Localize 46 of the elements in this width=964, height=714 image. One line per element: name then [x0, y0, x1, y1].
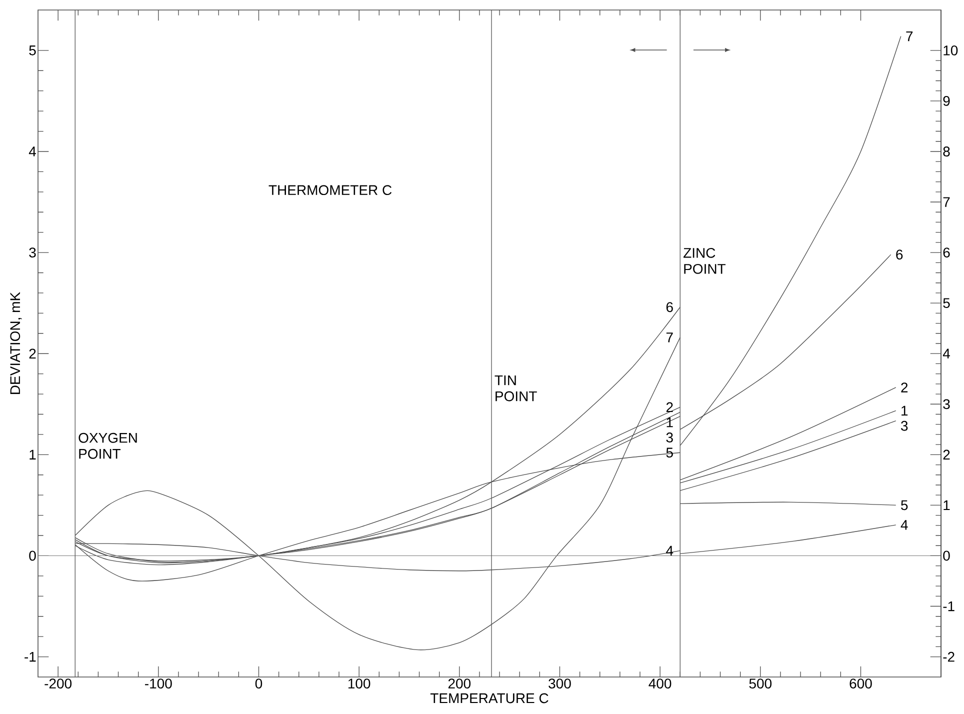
- y-tick-label: 5: [29, 46, 36, 56]
- series-label: 6: [896, 250, 903, 260]
- y-tick-label: 1: [30, 450, 36, 460]
- y2-tick-label: 8: [943, 146, 950, 156]
- y-tick-label: 3: [29, 248, 36, 258]
- y2-tick-label: 7: [943, 197, 950, 207]
- series-label: 5: [901, 500, 908, 510]
- x-tick-label: 400: [648, 678, 672, 689]
- y-tick-label: 4: [28, 146, 36, 156]
- x-tick-label: 500: [749, 678, 772, 689]
- ref-line-label: OXYGEN POINT: [78, 432, 137, 459]
- x-tick-label: 200: [448, 678, 471, 689]
- y2-tick-label: 0: [943, 550, 950, 561]
- series-label: 3: [666, 432, 673, 442]
- series-label: 1: [902, 406, 908, 416]
- series-label: 3: [900, 420, 908, 431]
- y2-tick-label: -2: [943, 652, 954, 662]
- x-tick-label: 300: [548, 678, 571, 689]
- y-tick-label: 0: [29, 550, 36, 561]
- series-label: 6: [666, 302, 673, 312]
- x-tick-label: 100: [348, 678, 370, 689]
- y-axis-title: DEVIATION, mK: [10, 292, 22, 394]
- series-label: 7: [906, 31, 913, 42]
- ref-line-label: TIN POINT: [494, 375, 537, 402]
- y2-tick-label: 9: [943, 96, 950, 106]
- y-tick-label: -1: [24, 652, 36, 662]
- x-tick-label: 0: [255, 678, 262, 689]
- y2-tick-label: 2: [943, 450, 950, 460]
- y2-tick-label: 5: [943, 298, 950, 308]
- y2-tick-label: 3: [943, 399, 950, 410]
- y2-tick-label: 10: [944, 45, 958, 56]
- series-label: 7: [666, 332, 673, 342]
- series-label: 4: [900, 520, 908, 530]
- y2-tick-label: 4: [942, 348, 950, 358]
- x-tick-label: 600: [850, 678, 872, 689]
- ref-line-label: ZINC POINT: [684, 248, 726, 274]
- y2-tick-label: 6: [943, 248, 950, 258]
- annotation: THERMOMETER C: [268, 185, 392, 196]
- y2-tick-label: -1: [943, 601, 954, 612]
- y-tick-label: 2: [29, 348, 36, 358]
- x-tick-label: -200: [44, 678, 72, 689]
- series-label: 2: [666, 402, 673, 412]
- series-label: 2: [901, 382, 908, 392]
- y2-tick-label: 1: [944, 500, 950, 510]
- x-tick-label: -100: [145, 678, 172, 689]
- x-axis-title: TEMPERATURE C: [430, 693, 548, 704]
